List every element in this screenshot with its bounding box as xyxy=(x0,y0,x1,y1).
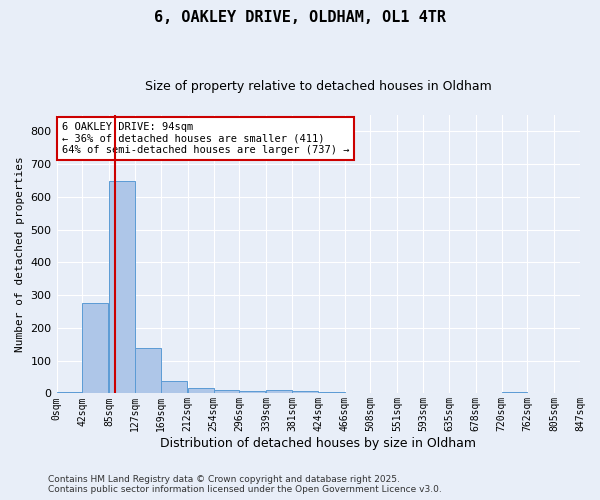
Bar xyxy=(56,392,82,394)
Text: Contains HM Land Registry data © Crown copyright and database right 2025.: Contains HM Land Registry data © Crown c… xyxy=(48,475,400,484)
Bar xyxy=(109,180,135,394)
Bar xyxy=(188,388,214,394)
Bar xyxy=(239,391,265,394)
Text: 6 OAKLEY DRIVE: 94sqm
← 36% of detached houses are smaller (411)
64% of semi-det: 6 OAKLEY DRIVE: 94sqm ← 36% of detached … xyxy=(62,122,349,155)
X-axis label: Distribution of detached houses by size in Oldham: Distribution of detached houses by size … xyxy=(160,437,476,450)
Bar xyxy=(161,381,187,394)
Text: 6, OAKLEY DRIVE, OLDHAM, OL1 4TR: 6, OAKLEY DRIVE, OLDHAM, OL1 4TR xyxy=(154,10,446,25)
Text: Contains public sector information licensed under the Open Government Licence v3: Contains public sector information licen… xyxy=(48,485,442,494)
Y-axis label: Number of detached properties: Number of detached properties xyxy=(15,156,25,352)
Bar xyxy=(135,348,161,394)
Bar xyxy=(319,392,344,394)
Bar xyxy=(82,304,109,394)
Bar xyxy=(214,390,239,394)
Title: Size of property relative to detached houses in Oldham: Size of property relative to detached ho… xyxy=(145,80,491,93)
Bar xyxy=(502,392,527,394)
Bar xyxy=(266,390,292,394)
Bar xyxy=(292,391,318,394)
